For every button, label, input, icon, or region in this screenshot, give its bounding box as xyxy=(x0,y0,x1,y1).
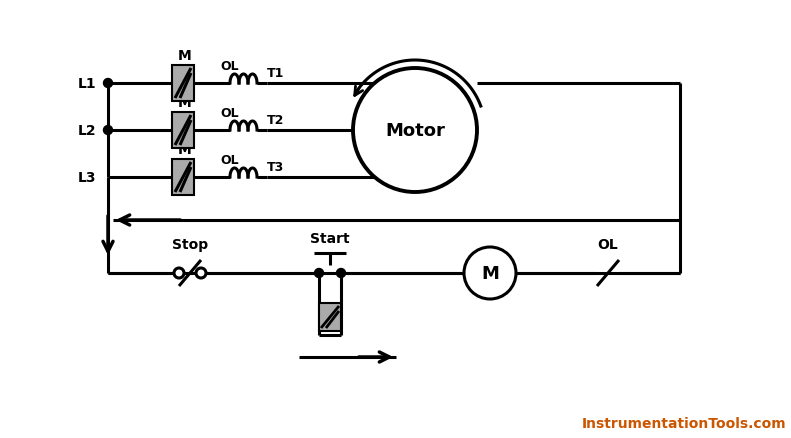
Circle shape xyxy=(464,247,516,299)
Circle shape xyxy=(196,268,206,279)
Text: OL: OL xyxy=(220,154,239,166)
Text: Start: Start xyxy=(310,231,350,245)
Circle shape xyxy=(104,79,112,88)
Text: Stop: Stop xyxy=(172,237,208,251)
Text: M: M xyxy=(481,265,499,283)
Text: T2: T2 xyxy=(267,114,285,127)
Circle shape xyxy=(174,268,184,279)
Text: T3: T3 xyxy=(267,161,284,173)
Bar xyxy=(319,303,341,331)
Text: M: M xyxy=(178,143,192,157)
Bar xyxy=(172,66,194,102)
Circle shape xyxy=(104,126,112,135)
Text: L1: L1 xyxy=(78,77,96,91)
Bar xyxy=(172,113,194,148)
Text: OL: OL xyxy=(220,107,239,120)
Circle shape xyxy=(353,69,477,193)
Text: M: M xyxy=(178,96,192,110)
Text: OL: OL xyxy=(598,237,619,251)
Bar xyxy=(172,159,194,195)
Text: L3: L3 xyxy=(78,171,96,184)
Text: L2: L2 xyxy=(78,124,96,138)
Text: M: M xyxy=(178,49,192,63)
Circle shape xyxy=(315,269,324,278)
Text: OL: OL xyxy=(220,60,239,73)
Text: Motor: Motor xyxy=(385,122,445,140)
Circle shape xyxy=(336,269,346,278)
Text: InstrumentationTools.com: InstrumentationTools.com xyxy=(581,416,786,430)
Text: T1: T1 xyxy=(267,67,285,80)
